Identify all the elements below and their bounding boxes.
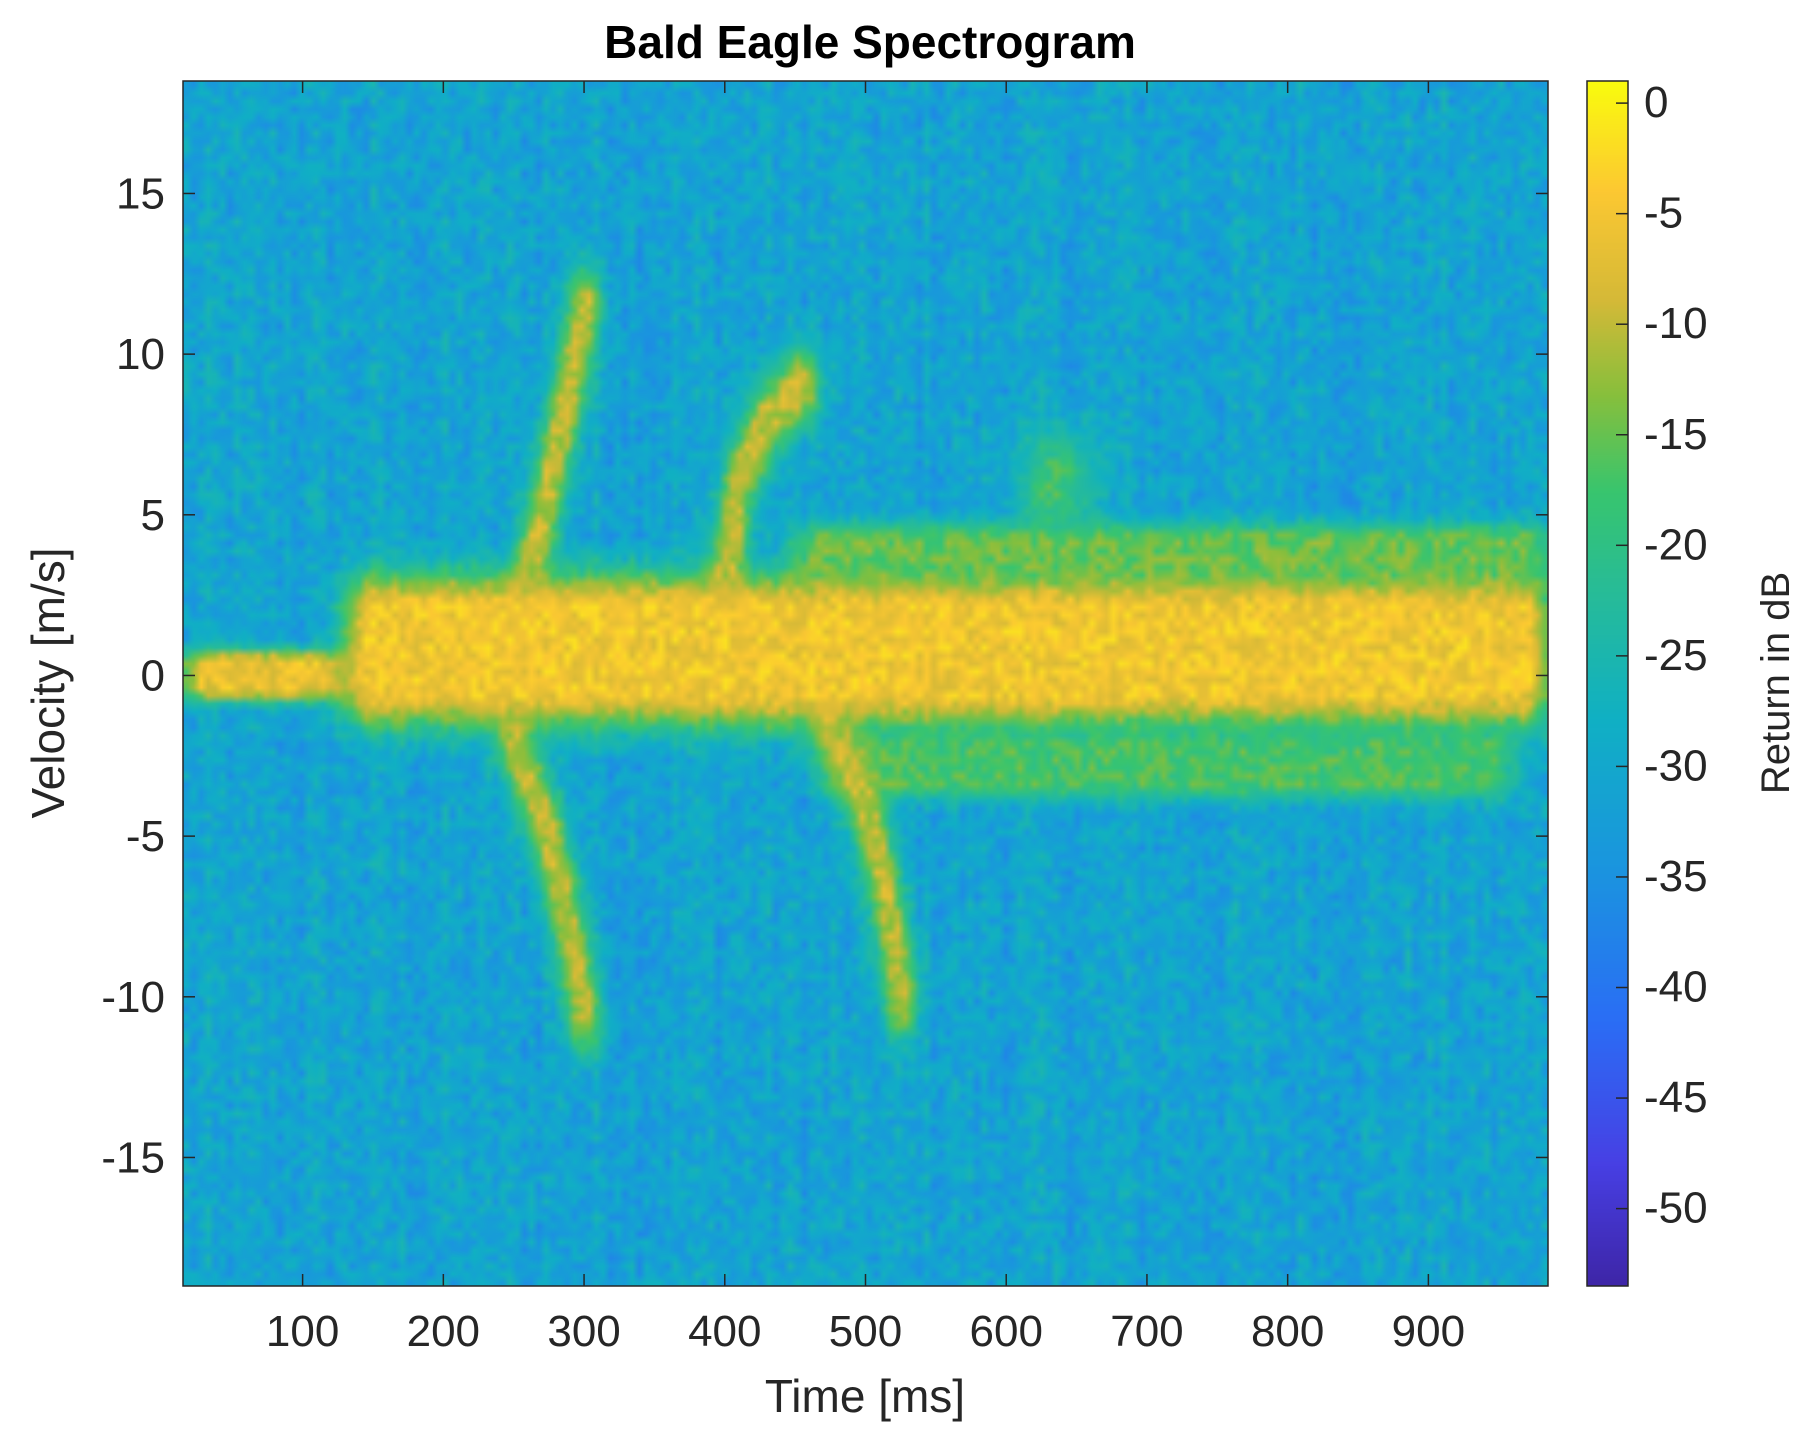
x-tick-label: 800 [1251, 1307, 1324, 1356]
colorbar-gradient [1587, 81, 1628, 1286]
y-axis-ticks: -15 -10 -5 0 5 10 15 [101, 169, 1548, 1182]
spectrogram-heatmap [183, 81, 1548, 1286]
y-tick-label: 10 [116, 330, 165, 379]
y-tick-label: 5 [141, 491, 165, 540]
colorbar: 0 -5 -10 -15 -20 -25 -30 -35 -40 -45 -50 Return in… [1586, 78, 1798, 1287]
y-tick-label: 15 [116, 169, 165, 218]
colorbar-tick-label: -20 [1644, 520, 1708, 569]
x-tick-label: 200 [407, 1307, 480, 1356]
colorbar-tick-label: 0 [1644, 78, 1668, 127]
colorbar-tick-label: -30 [1644, 741, 1708, 790]
x-axis-label: Time [ms] [765, 1370, 965, 1422]
colorbar-tick-label: -45 [1644, 1073, 1708, 1122]
plot-area [182, 80, 1549, 1287]
chart-title: Bald Eagle Spectrogram [604, 16, 1136, 68]
y-tick-label: -15 [101, 1133, 165, 1182]
colorbar-label: Return in dB [1754, 572, 1798, 794]
x-tick-label: 400 [688, 1307, 761, 1356]
x-tick-label: 500 [829, 1307, 902, 1356]
colorbar-tick-label: -25 [1644, 631, 1708, 680]
y-tick-label: 0 [141, 651, 165, 700]
x-tick-label: 100 [266, 1307, 339, 1356]
colorbar-tick-label: -15 [1644, 410, 1708, 459]
x-tick-label: 300 [547, 1307, 620, 1356]
colorbar-ticks: 0 -5 -10 -15 -20 -25 -30 -35 -40 -45 -50 [1616, 78, 1708, 1233]
colorbar-tick-label: -10 [1644, 299, 1708, 348]
x-tick-label: 700 [1110, 1307, 1183, 1356]
x-axis-ticks: 100 200 300 400 500 600 700 800 900 [266, 81, 1465, 1356]
y-tick-label: -10 [101, 973, 165, 1022]
y-axis-label: Velocity [m/s] [22, 548, 74, 819]
colorbar-tick-label: -5 [1644, 189, 1683, 238]
colorbar-frame [1586, 80, 1629, 1287]
y-tick-label: -5 [126, 812, 165, 861]
colorbar-tick-label: -50 [1644, 1184, 1708, 1233]
colorbar-tick-label: -40 [1644, 963, 1708, 1012]
x-tick-label: 900 [1392, 1307, 1465, 1356]
colorbar-tick-label: -35 [1644, 852, 1708, 901]
x-tick-label: 600 [970, 1307, 1043, 1356]
